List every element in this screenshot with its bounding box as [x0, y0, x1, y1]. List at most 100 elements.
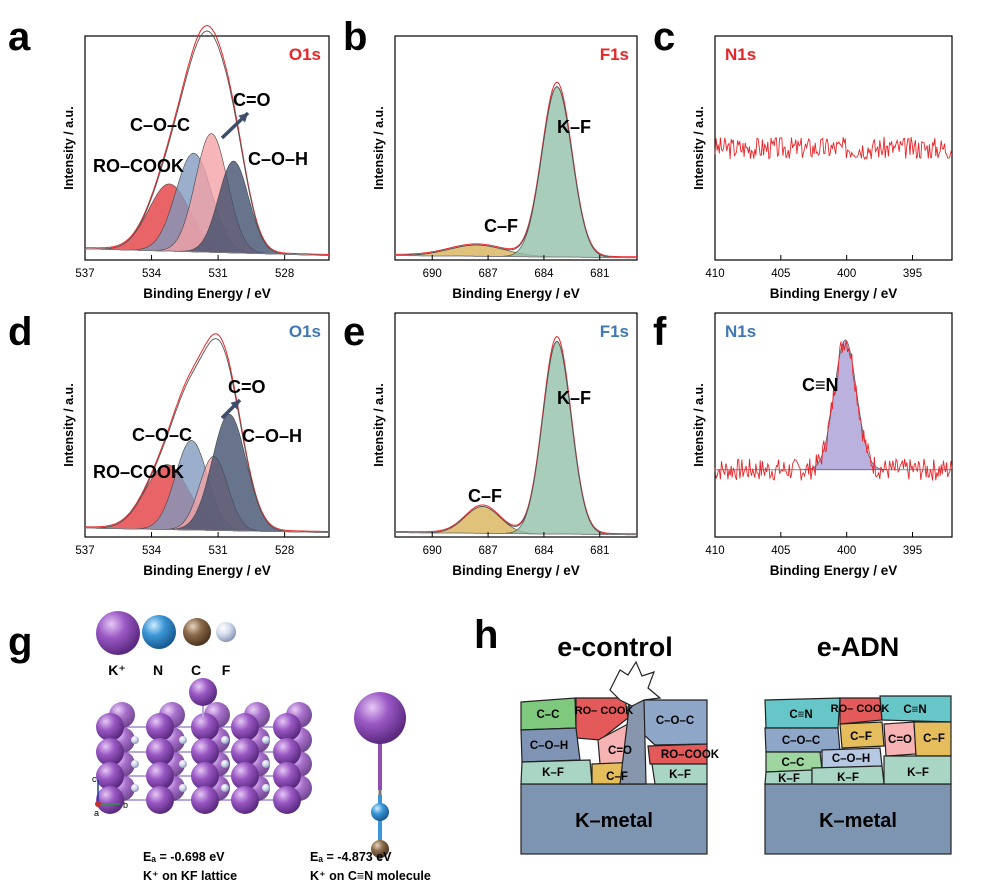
k-atom-icon — [96, 611, 140, 655]
chart-b-f1s-control: F1s 690 687 684 681 Binding Energy / eV Intens… — [372, 35, 638, 301]
background-line — [85, 248, 329, 256]
sei-block — [839, 721, 885, 749]
kf-lattice-structure — [96, 678, 312, 814]
chart-title: O1s — [289, 322, 321, 341]
k-atom-icon — [96, 713, 124, 741]
sei-label: C=O — [888, 734, 912, 746]
x-tick-label: 687 — [478, 268, 497, 280]
sei-label: RO– COOK — [831, 703, 890, 715]
sei-block — [651, 763, 708, 785]
y-axis-label: Intensity / a.u. — [372, 383, 386, 466]
k-atom-icon — [191, 713, 219, 741]
k-atom-icon — [231, 713, 259, 741]
k-atom-icon — [146, 713, 174, 741]
sei-label: C–O–H — [530, 740, 568, 752]
caption-lattice-energy: Eₐ = -0.698 eV — [143, 850, 225, 864]
x-tick-label: 537 — [75, 268, 94, 280]
f-atom-icon — [179, 784, 187, 792]
x-tick-label: 405 — [771, 545, 790, 557]
x-tick-label: 400 — [837, 545, 856, 557]
peak-annotation: K–F — [557, 388, 591, 408]
peak-annotation: C=O — [228, 377, 266, 397]
peak-annotation: RO–COOK — [93, 156, 184, 176]
sei-label: RO–COOK — [661, 749, 720, 761]
raw-spectrum-line — [85, 333, 329, 532]
plot-frame — [394, 312, 638, 538]
k-atom-icon — [96, 762, 124, 790]
k-atom-icon — [191, 738, 219, 766]
peak-annotation: K–F — [557, 117, 591, 137]
arrow-head-icon — [230, 400, 240, 410]
background-line — [395, 255, 638, 259]
c-atom-icon — [371, 840, 389, 858]
f-atom-icon — [216, 622, 236, 642]
k-atom-icon — [231, 786, 259, 814]
chart-title: N1s — [725, 45, 756, 64]
peak-annotation: RO–COOK — [93, 462, 184, 482]
k-atom-icon — [273, 738, 301, 766]
peak-annotation: C–O–C — [132, 425, 192, 445]
y-axis-label: Intensity / a.u. — [372, 106, 386, 189]
k-atom-icon — [191, 786, 219, 814]
x-tick-label: 395 — [903, 268, 922, 280]
x-tick-label: 690 — [423, 545, 442, 557]
fit-envelope-line — [395, 340, 638, 536]
plot-frame — [84, 35, 330, 261]
y-axis-label: Intensity / a.u. — [62, 106, 76, 189]
f-atom-icon — [262, 760, 270, 768]
chart-c-n1s-control: N1s 410 405 400 395 Binding Energy / eV Intens… — [692, 35, 953, 301]
x-tick-label: 528 — [275, 268, 294, 280]
k-atom-icon — [146, 786, 174, 814]
k-atom-icon — [354, 692, 406, 744]
f-atom-icon — [179, 760, 187, 768]
x-axis-label: Binding Energy / eV — [143, 286, 271, 301]
peak-1 — [395, 341, 638, 536]
x-tick-label: 690 — [423, 268, 442, 280]
caption-molecule-desc: K⁺ on C≡N molecule — [310, 869, 431, 883]
k-metal-left-label: K–metal — [575, 810, 653, 832]
legend-label-c: C — [191, 662, 201, 678]
chart-d-o1s-adn: O1s 537 534 531 528 Binding Energy / eV Intens… — [62, 312, 330, 578]
x-axis-label: Binding Energy / eV — [770, 563, 898, 578]
raw-spectrum-line — [85, 24, 329, 255]
x-tick-label: 534 — [142, 268, 162, 280]
sei-label: K–F — [907, 767, 929, 779]
f-atom-icon — [131, 784, 139, 792]
x-axis-label: Binding Energy / eV — [452, 563, 580, 578]
plot-frame — [84, 312, 330, 538]
peak-annotation: C–F — [468, 486, 502, 506]
chart-title: O1s — [289, 45, 321, 64]
peak-annotation: C–O–H — [248, 149, 308, 169]
panel-letter-e: e — [343, 310, 365, 354]
raw-spectrum-line — [395, 81, 637, 258]
k-atom-icon — [191, 762, 219, 790]
panel-letter-g: g — [8, 620, 32, 664]
k-atom-icon — [273, 786, 301, 814]
k-atom-icon — [146, 738, 174, 766]
c-atom-icon — [183, 618, 211, 646]
x-tick-label: 528 — [275, 545, 294, 557]
arrow-head-icon — [238, 113, 248, 123]
x-tick-label: 531 — [208, 545, 227, 557]
sei-adn — [764, 695, 952, 785]
crystal-axes-indicator: c b a — [92, 774, 128, 818]
sei-label: K–F — [669, 769, 691, 781]
x-axis-label: Binding Energy / eV — [143, 563, 271, 578]
k-metal-right — [764, 783, 952, 855]
peak-annotation: C–O–H — [242, 426, 302, 446]
chart-f-n1s-adn: N1s 410 405 400 395 Binding Energy / eV Intens… — [692, 312, 953, 578]
y-axis-label: Intensity / a.u. — [692, 383, 706, 466]
x-axis-label: Binding Energy / eV — [770, 286, 898, 301]
axis-c-label: c — [92, 774, 97, 784]
y-axis-label: Intensity / a.u. — [62, 383, 76, 466]
panel-letter-f: f — [653, 310, 667, 354]
sei-label: C–F — [850, 731, 872, 743]
f-atom-icon — [131, 760, 139, 768]
k-atom-icon — [189, 678, 217, 706]
chart-e-f1s-adn: F1s 690 687 684 681 Binding Energy / eV Intens… — [372, 312, 638, 578]
plot-frame — [714, 312, 953, 538]
sei-block — [883, 755, 952, 785]
panel-letter-c: c — [653, 15, 675, 59]
chart-title: F1s — [600, 45, 629, 64]
